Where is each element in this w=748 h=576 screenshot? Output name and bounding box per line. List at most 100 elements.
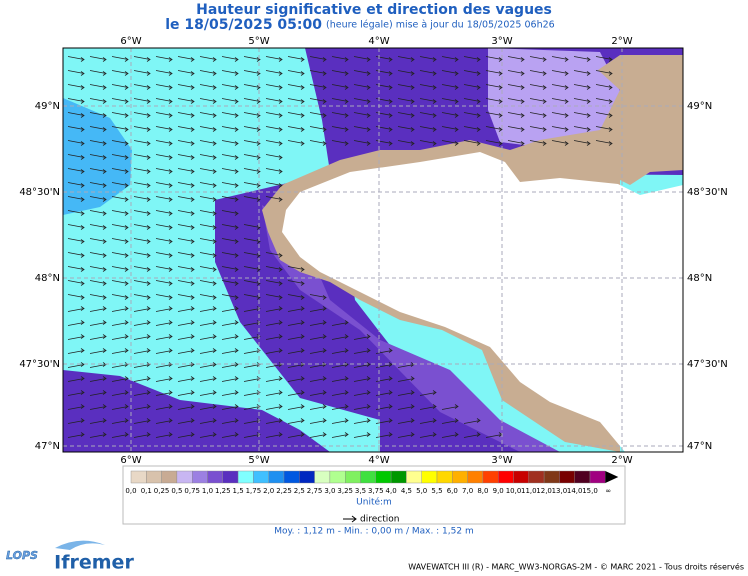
arrow-head — [564, 141, 569, 146]
arrow — [243, 224, 261, 228]
arrow-head — [278, 127, 283, 132]
arrow — [133, 308, 151, 312]
arrow-head — [212, 334, 217, 339]
arrow — [573, 112, 591, 116]
arrow — [221, 238, 239, 242]
arrow — [67, 350, 85, 354]
arrow-head — [344, 418, 349, 423]
arrow — [177, 322, 195, 326]
arrow-head — [146, 348, 151, 353]
arrow — [111, 126, 129, 130]
arrow-head — [190, 334, 195, 339]
arrow-head — [124, 57, 129, 62]
arrow-head — [168, 85, 173, 90]
arrow-head — [102, 334, 107, 339]
arrow-head — [146, 390, 151, 395]
arrow-head — [212, 320, 217, 325]
arrow-head — [80, 320, 85, 325]
arrow — [155, 308, 173, 312]
arrow-head — [300, 141, 305, 146]
arrow-head — [278, 320, 283, 325]
arrow-head — [256, 376, 261, 381]
scale-label: 15,0 — [582, 487, 598, 495]
arrow-head — [344, 362, 349, 367]
arrow — [485, 434, 503, 438]
color-swatch — [345, 470, 361, 484]
arrow-head — [102, 432, 107, 437]
arrow — [89, 224, 107, 228]
scale-label: 1,5 — [233, 487, 244, 495]
arrow — [507, 98, 525, 102]
arrow — [485, 112, 503, 116]
arrow-head — [146, 113, 151, 118]
arrow — [573, 56, 591, 60]
arrow-head — [322, 127, 327, 132]
lat-label: 48°30'N — [19, 187, 60, 198]
arrow — [573, 70, 591, 74]
arrow — [67, 420, 85, 424]
arrow-head — [278, 197, 283, 202]
arrow — [155, 322, 173, 326]
arrow — [221, 210, 239, 214]
arrow — [199, 336, 217, 340]
arrow-head — [586, 85, 591, 90]
arrow-head — [432, 113, 437, 118]
arrow — [89, 126, 107, 130]
arrow-head — [80, 127, 85, 132]
arrow — [199, 420, 217, 424]
arrow — [243, 140, 261, 144]
arrow-head — [432, 99, 437, 104]
arrow — [331, 322, 349, 326]
arrow — [507, 70, 525, 74]
arrow — [67, 140, 85, 144]
arrow-head — [212, 239, 217, 244]
arrow — [265, 70, 283, 74]
arrow — [397, 84, 415, 88]
arrow — [221, 168, 239, 172]
arrow-head — [278, 155, 283, 160]
arrow-head — [256, 85, 261, 90]
arrow — [177, 266, 195, 270]
arrow — [133, 196, 151, 200]
arrow-head — [476, 113, 481, 118]
arrow — [529, 84, 547, 88]
lon-label: 6°W — [120, 455, 141, 466]
arrow-head — [190, 183, 195, 188]
arrow-head — [102, 281, 107, 286]
arrow — [551, 70, 569, 74]
color-swatch — [482, 470, 499, 484]
arrow-head — [190, 239, 195, 244]
arrow-head — [190, 362, 195, 367]
arrow — [133, 70, 151, 74]
arrow-head — [124, 306, 129, 311]
arrow-head — [520, 127, 525, 132]
arrow — [221, 322, 239, 326]
arrow-head — [564, 71, 569, 76]
arrow-head — [476, 85, 481, 90]
arrow — [265, 252, 283, 256]
scale-arrow — [605, 471, 619, 483]
scale-label: 2,25 — [276, 487, 292, 495]
arrow — [133, 266, 151, 270]
arrow — [243, 196, 261, 200]
arrow-head — [410, 57, 415, 62]
arrow-head — [80, 295, 85, 300]
arrow — [67, 378, 85, 382]
arrow — [265, 98, 283, 102]
arrow — [287, 56, 305, 60]
arrow-head — [146, 418, 151, 423]
arrow-head — [542, 127, 547, 132]
arrow-head — [608, 99, 613, 104]
arrow — [177, 224, 195, 228]
arrow — [419, 392, 437, 396]
arrow-head — [102, 390, 107, 395]
arrow — [287, 70, 305, 74]
arrow — [155, 392, 173, 396]
arrow — [111, 84, 129, 88]
arrow — [133, 126, 151, 130]
arrow — [419, 420, 437, 424]
arrow-head — [586, 141, 591, 146]
arrow-head — [234, 239, 239, 244]
arrow — [287, 322, 305, 326]
